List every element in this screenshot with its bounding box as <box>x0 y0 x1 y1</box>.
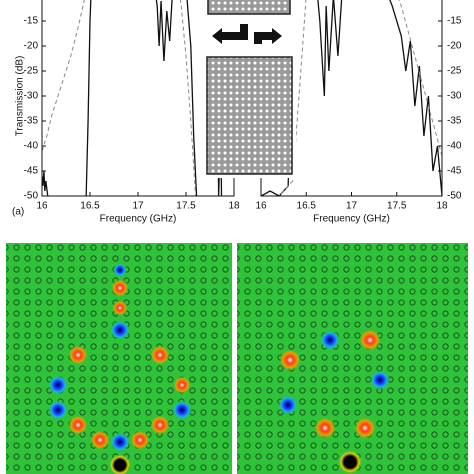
simulated-line <box>42 0 197 196</box>
y-tick-label: -25 <box>447 66 462 77</box>
field-spot <box>354 417 376 439</box>
x-tick-label: 16 <box>255 201 267 212</box>
x-tick-label: 16.5 <box>297 201 317 212</box>
arrow-left <box>212 24 248 44</box>
y-tick-label: -50 <box>447 191 462 202</box>
y-tick-label: -35 <box>24 116 39 127</box>
field-spot <box>111 279 129 297</box>
y-tick-label: -40 <box>447 141 462 152</box>
y-axis-label: Transmission (dB) <box>15 56 26 137</box>
y-tick-label: -25 <box>24 66 39 77</box>
x-tick-label: 17.5 <box>387 201 407 212</box>
y-tick-label: -40 <box>24 141 39 152</box>
waveguide-top <box>207 0 291 15</box>
field-spot <box>109 454 131 474</box>
field-spot <box>320 330 340 350</box>
field-spot <box>150 345 170 365</box>
y-tick-label: -45 <box>447 166 462 177</box>
x-tick-label: 16 <box>36 201 48 212</box>
x-tick-label: 17 <box>132 201 144 212</box>
y-tick-label: -50 <box>24 191 39 202</box>
x-axis-label: Frequency (GHz) <box>100 214 177 225</box>
field-spot <box>370 370 390 390</box>
y-tick-label: -30 <box>24 91 39 102</box>
field-spot <box>110 432 130 452</box>
field-spot <box>173 376 191 394</box>
field-spot <box>130 430 150 450</box>
field-spot <box>172 400 192 420</box>
field-spot <box>150 415 170 435</box>
y-tick-label: -20 <box>24 41 39 52</box>
field-maps <box>6 243 468 474</box>
field-map-right <box>237 243 468 474</box>
field-spot <box>48 375 68 395</box>
x-tick-label: 18 <box>228 201 240 212</box>
waveguide-bottom <box>206 56 293 175</box>
field-spot <box>278 395 298 415</box>
field-spot <box>359 329 381 351</box>
x-tick-label: 17 <box>346 201 358 212</box>
field-spot <box>48 400 68 420</box>
field-spot <box>314 417 336 439</box>
field-spot <box>90 430 110 450</box>
arrow-right <box>254 28 282 44</box>
field-spot <box>113 263 127 277</box>
field-spot <box>68 415 88 435</box>
x-tick-label: 16.5 <box>80 201 100 212</box>
x-tick-label: 17.5 <box>176 201 196 212</box>
y-tick-label: -35 <box>447 116 462 127</box>
y-tick-label: -45 <box>24 166 39 177</box>
y-tick-label: -15 <box>24 16 39 27</box>
field-spot <box>110 320 130 340</box>
schematic <box>204 0 296 178</box>
measured-line <box>42 0 223 196</box>
field-spot <box>112 300 128 316</box>
x-axis-label: Frequency (GHz) <box>313 214 390 225</box>
field-spot <box>68 345 88 365</box>
y-tick-label: -30 <box>447 91 462 102</box>
y-tick-label: -15 <box>447 16 462 27</box>
y-tick-label: -20 <box>447 41 462 52</box>
field-spot <box>279 349 301 371</box>
panel-label: (a) <box>12 207 24 218</box>
plot-area <box>42 0 223 196</box>
field-spot <box>338 450 362 474</box>
x-tick-label: 18 <box>436 201 448 212</box>
